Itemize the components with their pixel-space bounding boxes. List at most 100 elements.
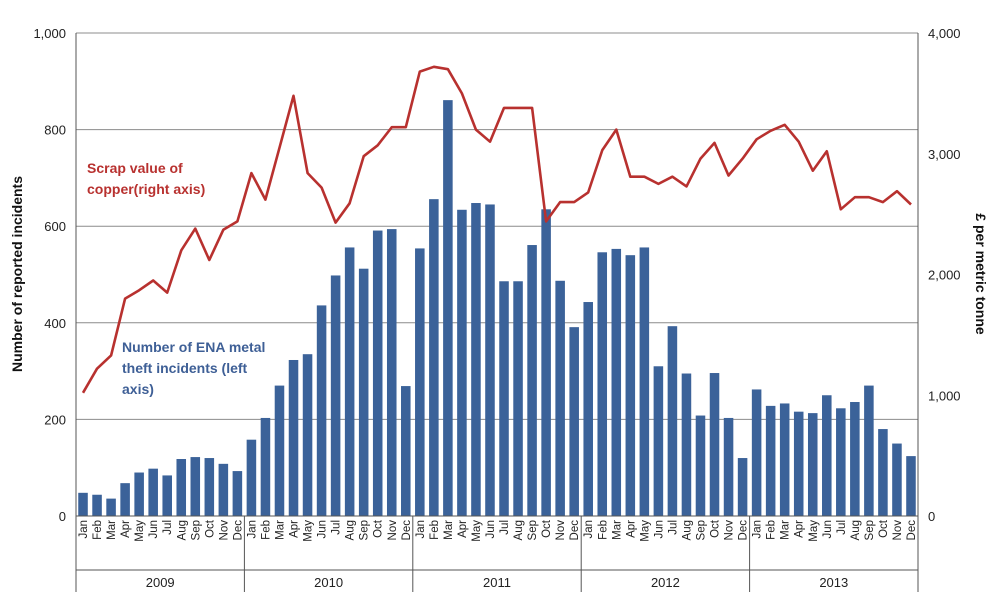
- month-tick-label: Mar: [275, 520, 287, 540]
- left-tick-label: 0: [59, 509, 66, 524]
- incident-bar: [134, 472, 144, 516]
- incident-bar: [822, 395, 832, 516]
- month-tick-label: Oct: [541, 519, 553, 538]
- incident-bar: [513, 281, 523, 516]
- incident-bar: [765, 405, 776, 516]
- month-tick-label: Oct: [204, 519, 216, 538]
- incident-bar: [386, 229, 397, 516]
- left-tick-label: 600: [44, 219, 66, 234]
- incident-bar: [148, 468, 158, 516]
- incident-bar: [429, 199, 439, 517]
- incidents-label-line-3: axis): [122, 381, 154, 397]
- incident-bar: [316, 305, 327, 516]
- incident-bar: [457, 209, 467, 516]
- left-tick-label: 400: [44, 316, 66, 331]
- incident-bar: [709, 373, 720, 516]
- year-label: 2011: [483, 575, 511, 590]
- month-tick-label: May: [134, 520, 146, 542]
- axes: 0 200 400 600 800 1,000 0 1,000 2,000 3,000 4,000 J…: [33, 26, 961, 592]
- incident-bar: [176, 459, 187, 516]
- left-tick-label: 200: [44, 412, 66, 427]
- month-tick-label: Nov: [555, 520, 567, 541]
- incident-bar: [864, 385, 874, 516]
- month-tick-label: Nov: [387, 520, 399, 541]
- incident-bar: [92, 494, 102, 516]
- right-tick-label: 1,000: [928, 388, 961, 403]
- incident-bar: [274, 385, 285, 516]
- incident-bar: [723, 417, 734, 516]
- month-tick-label: May: [639, 520, 651, 542]
- incident-bar: [330, 275, 341, 516]
- incident-bar: [892, 443, 902, 516]
- month-tick-label: Nov: [218, 520, 230, 541]
- incident-bar: [793, 411, 804, 516]
- incident-bar: [260, 417, 271, 516]
- month-tick-label: Sep: [696, 520, 708, 540]
- month-tick-label: Feb: [766, 520, 778, 540]
- gridlines: [76, 32, 918, 420]
- incident-bar: [218, 463, 229, 516]
- month-tick-label: Jun: [148, 520, 160, 539]
- incident-bar: [162, 475, 172, 516]
- month-tick-label: Jun: [653, 520, 665, 539]
- incident-bar: [232, 471, 243, 516]
- month-tick-label: May: [808, 520, 820, 542]
- month-tick-label: Jun: [822, 520, 834, 539]
- copper-series-label: Scrap value of copper(right axis): [87, 160, 205, 197]
- month-tick-label: Apr: [120, 520, 132, 538]
- month-tick-label: Sep: [527, 520, 539, 540]
- right-tick-label: 0: [928, 509, 935, 524]
- incident-bar: [288, 359, 299, 516]
- incident-bar: [541, 209, 551, 517]
- incident-bar: [372, 230, 383, 516]
- incident-bar: [737, 458, 748, 516]
- month-tick-label: Feb: [597, 520, 609, 540]
- incident-bar: [569, 327, 579, 516]
- incident-bar: [527, 245, 537, 517]
- incident-bar: [597, 252, 608, 517]
- month-tick-label: Jan: [246, 520, 258, 539]
- incident-bar: [653, 366, 664, 516]
- incident-bar: [850, 402, 860, 516]
- incident-bar: [583, 302, 593, 516]
- copper-label-line-2: copper(right axis): [87, 181, 205, 197]
- copper-label-line-1: Scrap value of: [87, 160, 183, 176]
- incident-bar: [878, 429, 888, 516]
- copper-value-line: [81, 65, 912, 394]
- month-tick-label: Aug: [345, 520, 357, 540]
- month-tick-label: Feb: [429, 520, 441, 540]
- month-tick-label: Aug: [682, 520, 694, 540]
- month-tick-label: Mar: [611, 520, 623, 540]
- month-tick-label: Mar: [443, 520, 455, 540]
- month-tick-label: Jul: [162, 520, 174, 535]
- incident-bar: [302, 354, 313, 516]
- incident-bar: [443, 100, 453, 517]
- incident-bar: [485, 204, 495, 516]
- incident-bar: [246, 439, 257, 516]
- left-tick-label: 1,000: [33, 26, 66, 41]
- month-tick-label: Sep: [190, 520, 202, 540]
- year-label: 2013: [819, 575, 848, 590]
- month-tick-label: Jun: [485, 520, 497, 539]
- month-tick-label: Jun: [317, 520, 329, 539]
- month-tick-label: Mar: [106, 520, 118, 540]
- incident-bar: [471, 203, 481, 517]
- month-tick-label: Sep: [359, 520, 371, 540]
- incident-bar: [106, 498, 116, 516]
- incident-bar: [751, 389, 762, 516]
- incident-bar: [499, 281, 509, 516]
- month-tick-label: May: [471, 520, 483, 542]
- month-tick-label: Feb: [260, 520, 272, 540]
- month-tick-label: Apr: [625, 520, 637, 538]
- incident-bar: [120, 483, 130, 516]
- month-tick-label: Dec: [738, 520, 750, 541]
- year-label: 2012: [651, 575, 680, 590]
- month-tick-label: Oct: [710, 519, 722, 538]
- incident-bar: [78, 492, 88, 516]
- month-tick-label: Dec: [232, 520, 244, 541]
- line-series: [81, 65, 912, 394]
- month-tick-label: Apr: [289, 520, 301, 538]
- month-tick-label: Sep: [864, 520, 876, 540]
- month-tick-label: Jan: [78, 520, 90, 539]
